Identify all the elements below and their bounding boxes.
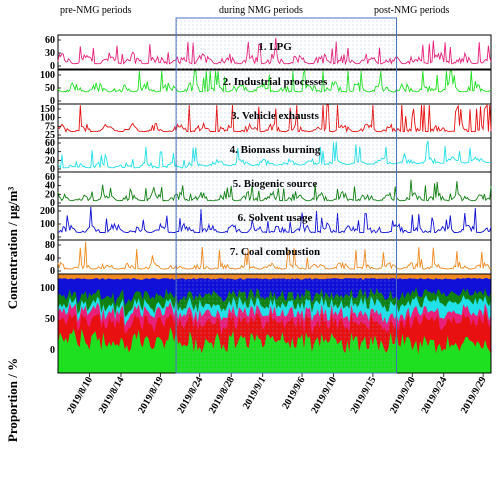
y-tick-label: 100 <box>40 70 55 81</box>
y-axis-title-concentration: Concentration / μg/m³ <box>5 187 20 310</box>
x-tick-label: 2019/9/24 <box>420 375 450 416</box>
y-axis-title-proportion: Proportion / % <box>5 358 20 442</box>
y-tick-label: 60 <box>45 138 55 149</box>
x-tick-label: 2019/9/6 <box>280 375 307 411</box>
y-tick-label: 20 <box>45 155 55 166</box>
y-tick-label: 40 <box>45 147 55 158</box>
x-tick-label: 2019/8/28 <box>207 375 237 416</box>
y-tick-label: 100 <box>40 219 55 230</box>
y-tick-label: 80 <box>45 240 55 251</box>
y-tick-label: 0 <box>50 61 55 72</box>
proportion-y-tick-label: 0 <box>50 345 55 356</box>
y-tick-label: 20 <box>45 189 55 200</box>
y-tick-label: 30 <box>45 48 55 59</box>
y-tick-label: 60 <box>45 35 55 46</box>
x-axis: 2019/8/10 2019/8/14 2019/8/19 2019/8/24 2019… <box>65 373 489 416</box>
y-tick-label: 0 <box>50 266 55 277</box>
x-tick-label: 2019/9/1 <box>241 375 268 411</box>
y-tick-label: 0 <box>50 164 55 175</box>
x-tick-label: 2019/8/14 <box>97 375 127 416</box>
x-tick-label: 2019/9/29 <box>459 375 489 416</box>
x-tick-label: 2019/8/10 <box>65 375 95 416</box>
period-label-pre: pre-NMG periods <box>60 5 131 16</box>
nmg-shading <box>176 18 397 373</box>
y-tick-label: 150 <box>40 104 55 115</box>
y-tick-label: 0 <box>50 198 55 209</box>
period-label-post: post-NMG periods <box>374 5 449 16</box>
y-tick-label: 75 <box>45 121 55 132</box>
proportion-y-tick-label: 100 <box>40 283 55 294</box>
x-tick-label: 2019/9/10 <box>309 375 339 416</box>
y-tick-label: 40 <box>45 181 55 192</box>
y-tick-label: 100 <box>40 113 55 124</box>
x-tick-label: 2019/8/19 <box>136 375 166 416</box>
x-tick-label: 2019/9/20 <box>388 375 418 416</box>
y-tick-label: 40 <box>45 253 55 264</box>
nmg-period-box <box>175 17 398 374</box>
y-tick-label: 50 <box>45 83 55 94</box>
proportion-y-tick-label: 50 <box>45 314 55 325</box>
y-tick-label: 25 <box>45 130 55 141</box>
nmg-overlay <box>175 17 398 374</box>
y-tick-label: 0 <box>50 232 55 243</box>
period-label-during: during NMG periods <box>219 5 303 16</box>
x-tick-label: 2019/8/24 <box>175 375 205 416</box>
y-tick-label: 0 <box>50 96 55 107</box>
x-tick-label: 2019/9/15 <box>349 375 379 416</box>
y-tick-label: 60 <box>45 172 55 183</box>
y-tick-label: 200 <box>40 206 55 217</box>
